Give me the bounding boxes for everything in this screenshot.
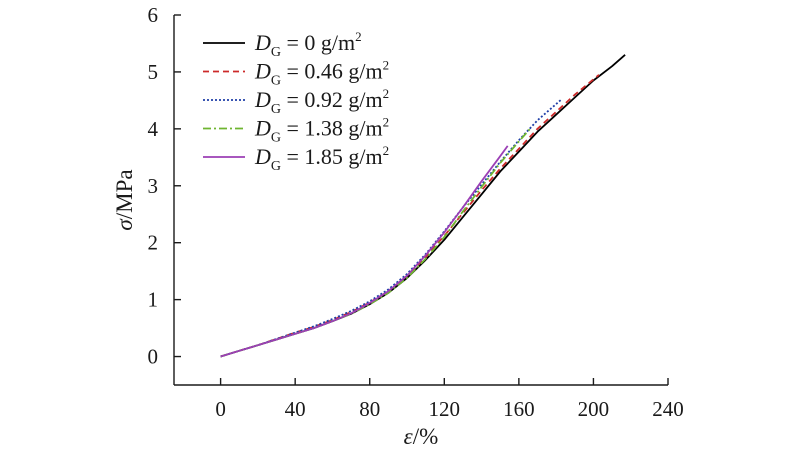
x-tick-label: 40 xyxy=(285,397,306,421)
legend-subscript: G xyxy=(271,131,281,146)
y-axis-unit: /MPa xyxy=(112,169,137,219)
y-axis-symbol: σ xyxy=(112,218,137,231)
x-axis-symbol: ε xyxy=(404,424,414,449)
y-tick-label: 4 xyxy=(148,117,159,141)
y-tick-label: 0 xyxy=(148,345,159,369)
legend-value: = 1.38 g/m xyxy=(281,116,383,141)
y-ticks-group: 0 1 2 3 4 5 6 xyxy=(148,3,181,369)
x-axis-title: ε/% xyxy=(404,424,439,449)
legend-symbol: D xyxy=(254,59,271,84)
legend-symbol: D xyxy=(254,30,271,55)
series-group xyxy=(220,54,626,358)
legend-value: = 0.92 g/m xyxy=(281,87,383,112)
legend-subscript: G xyxy=(271,45,281,60)
y-tick-label: 1 xyxy=(148,288,159,312)
legend-superscript: 2 xyxy=(383,58,390,73)
series-line-2 xyxy=(220,98,563,358)
x-tick-label: 0 xyxy=(215,397,226,421)
legend-subscript: G xyxy=(271,159,281,174)
legend-superscript: 2 xyxy=(383,143,390,158)
x-axis-unit: /% xyxy=(413,424,439,449)
y-tick-label: 2 xyxy=(148,231,159,255)
series-line-4 xyxy=(220,145,509,358)
legend-superscript: 2 xyxy=(383,86,390,101)
legend-symbol: D xyxy=(254,144,271,169)
legend-label-0: DG = 0 g/m2 xyxy=(254,29,362,60)
legend-label-1: DG = 0.46 g/m2 xyxy=(254,58,389,89)
legend-value: = 0.46 g/m xyxy=(281,59,383,84)
x-tick-label: 120 xyxy=(429,397,461,421)
legend-superscript: 2 xyxy=(383,115,390,130)
x-tick-label: 200 xyxy=(578,397,610,421)
legend-subscript: G xyxy=(271,102,281,117)
x-tick-label: 80 xyxy=(359,397,380,421)
legend-value: = 0 g/m xyxy=(281,30,355,55)
x-tick-label: 160 xyxy=(503,397,535,421)
legend-superscript: 2 xyxy=(355,29,362,44)
axes-group xyxy=(173,15,668,386)
x-ticks-group: 0 40 80 120 160 200 240 xyxy=(215,378,684,421)
legend-symbol: D xyxy=(254,116,271,141)
y-tick-label: 5 xyxy=(148,60,159,84)
legend-label-3: DG = 1.38 g/m2 xyxy=(254,115,389,146)
legend-label-2: DG = 0.92 g/m2 xyxy=(254,86,389,117)
legend-subscript: G xyxy=(271,74,281,89)
legend-symbol: D xyxy=(254,87,271,112)
legend-label-4: DG = 1.85 g/m2 xyxy=(254,143,389,174)
y-tick-label: 3 xyxy=(148,174,159,198)
x-tick-label: 240 xyxy=(652,397,684,421)
y-axis-title: σ/MPa xyxy=(112,169,137,230)
y-tick-label: 6 xyxy=(148,3,159,27)
legend-value: = 1.85 g/m xyxy=(281,144,383,169)
